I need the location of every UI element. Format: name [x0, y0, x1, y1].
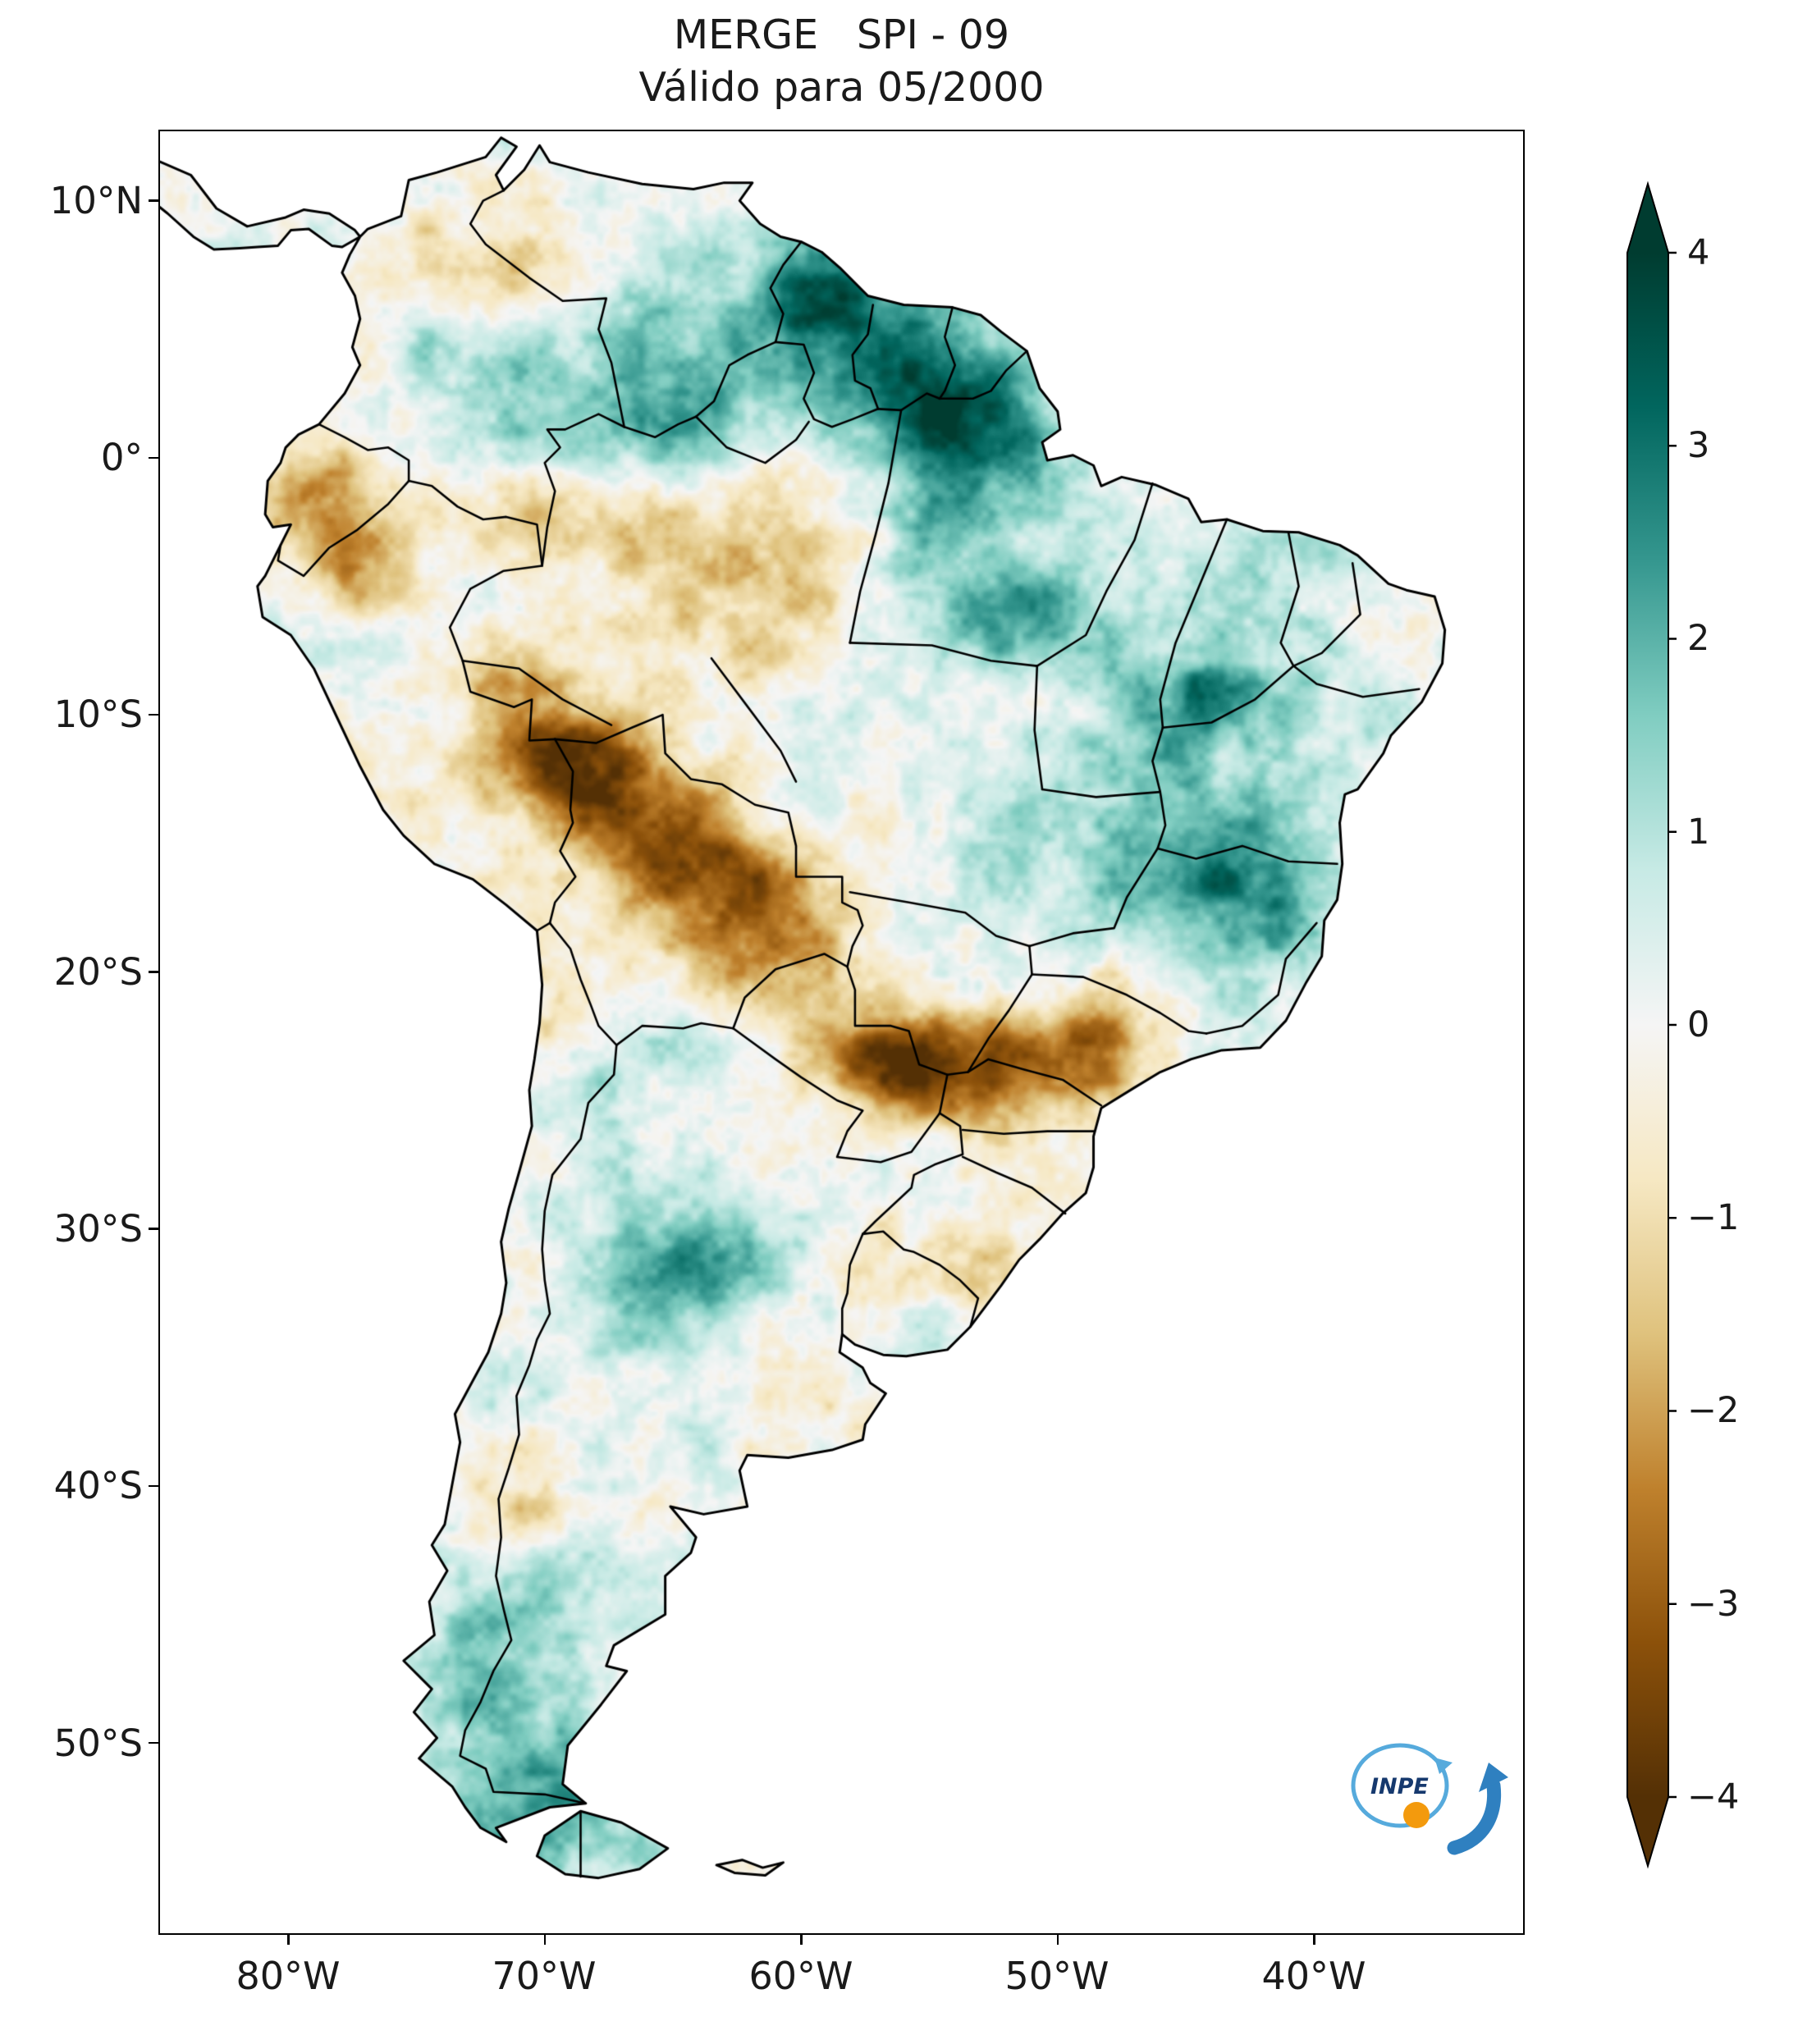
inpe-arrow-icon: [1447, 1778, 1502, 1855]
axis-tick-mark: [149, 1228, 160, 1230]
axis-tick-mark: [149, 1484, 160, 1488]
lat-tick-label: 10°N: [49, 179, 143, 222]
axis-tick-mark: [149, 1741, 160, 1744]
lat-tick-label: 20°S: [53, 950, 143, 994]
inpe-ball-icon: [1403, 1802, 1430, 1828]
inpe-orbit-arrowhead-icon: [1434, 1758, 1453, 1774]
colorbar-tick-label: −3: [1687, 1584, 1740, 1625]
lat-tick-label: 50°S: [53, 1722, 143, 1765]
colorbar-extend-bottom: [1627, 1797, 1668, 1866]
axis-tick-mark: [1056, 1933, 1059, 1945]
lat-tick-label: 40°S: [53, 1464, 143, 1507]
inpe-logo: INPE: [1351, 1743, 1508, 1855]
colorbar-tick-label: 0: [1687, 1004, 1710, 1045]
axis-tick-mark: [1313, 1933, 1315, 1945]
colorbar-extend-top: [1627, 184, 1668, 253]
inpe-arrow-head-icon: [1479, 1763, 1508, 1792]
lon-tick-label: 80°W: [236, 1954, 341, 1998]
lat-tick-label: 0°: [100, 436, 143, 479]
spi-raster-map: [160, 131, 1523, 1933]
colorbar-tick-label: −4: [1687, 1776, 1740, 1818]
inpe-logo-text: INPE: [1370, 1774, 1429, 1799]
lon-tick-label: 70°W: [492, 1954, 597, 1998]
axis-tick-mark: [543, 1933, 547, 1945]
colorbar-tick-label: 2: [1687, 618, 1710, 659]
lon-tick-label: 60°W: [748, 1954, 853, 1998]
axis-tick-mark: [287, 1933, 290, 1945]
axis-tick-mark: [149, 456, 160, 460]
lat-tick-label: 10°S: [53, 693, 143, 736]
colorbar-tick-label: 3: [1687, 425, 1710, 466]
colorbar: [1626, 181, 1677, 1869]
colorbar-tick-label: −2: [1687, 1390, 1740, 1431]
lon-tick-label: 40°W: [1261, 1954, 1366, 1998]
axis-tick-mark: [149, 713, 160, 716]
colorbar-gradient: [1627, 253, 1668, 1797]
colorbar-tick-label: −1: [1687, 1197, 1740, 1238]
colorbar-tick-label: 4: [1687, 232, 1710, 273]
figure-title: MERGE SPI - 09: [673, 11, 1010, 58]
colorbar-tick-label: 1: [1687, 812, 1710, 853]
axis-tick-mark: [149, 199, 160, 202]
axis-tick-mark: [800, 1933, 803, 1945]
inpe-orbit-icon: [1351, 1743, 1449, 1828]
axis-tick-mark: [149, 971, 160, 973]
figure-subtitle: Válido para 05/2000: [638, 64, 1045, 111]
lat-tick-label: 30°S: [53, 1207, 143, 1251]
lon-tick-label: 50°W: [1004, 1954, 1109, 1998]
